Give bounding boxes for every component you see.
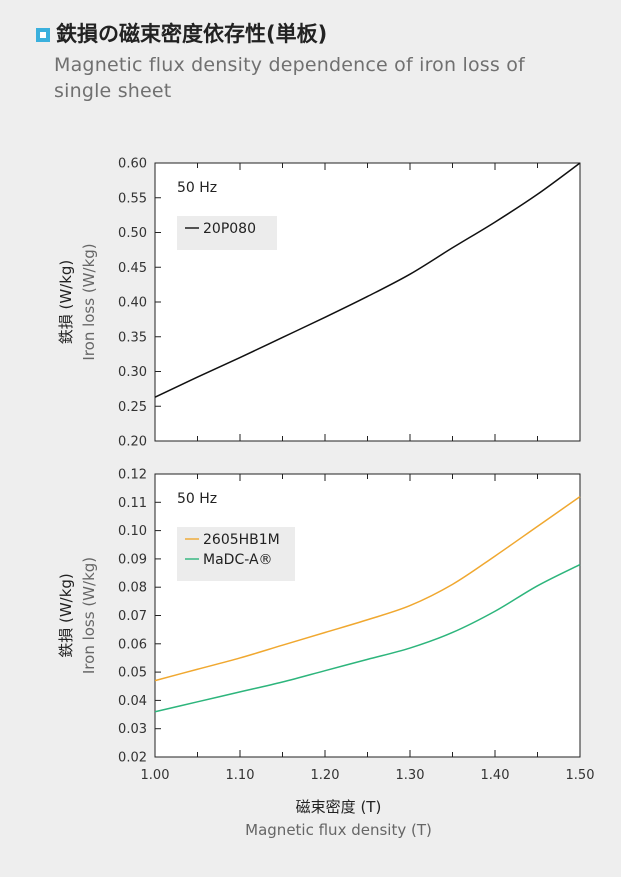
y-tick-label: 0.25 bbox=[118, 400, 147, 415]
x-tick-label: 1.00 bbox=[141, 768, 170, 783]
legend-box bbox=[177, 216, 277, 250]
y-tick-label: 0.40 bbox=[118, 296, 147, 311]
y-axis-label-japanese: 鉄損 (W/kg) bbox=[57, 573, 75, 658]
y-tick-label: 0.02 bbox=[118, 751, 147, 766]
x-tick-label: 1.20 bbox=[311, 768, 340, 783]
title-japanese: 鉄損の磁束密度依存性(単板) bbox=[56, 22, 328, 46]
legend-label: MaDC-A® bbox=[203, 552, 273, 568]
y-axis-label-japanese: 鉄損 (W/kg) bbox=[57, 260, 75, 345]
frequency-annotation: 50 Hz bbox=[177, 180, 217, 196]
legend-label: 20P080 bbox=[203, 221, 256, 237]
y-tick-label: 0.11 bbox=[118, 496, 147, 511]
x-tick-label: 1.40 bbox=[481, 768, 510, 783]
plot-area-bottom bbox=[154, 473, 581, 758]
title-english: Magnetic flux density dependence of iron… bbox=[54, 54, 525, 102]
x-tick-label: 1.30 bbox=[396, 768, 425, 783]
x-axis-label-japanese: 磁束密度 (T) bbox=[295, 798, 382, 816]
series-line-MaDCA bbox=[154, 563, 581, 713]
y-tick-label: 0.20 bbox=[118, 435, 147, 450]
chart-panel-top: 0.20 0.25 0.30 0.35 0.40 0.45 0.50 0.55 0.60 鉄損 (… bbox=[57, 157, 581, 450]
frequency-annotation: 50 Hz bbox=[177, 491, 217, 507]
y-tick-label: 0.12 bbox=[118, 468, 147, 483]
y-tick-label: 0.50 bbox=[118, 226, 147, 241]
legend-label: 2605HB1M bbox=[203, 532, 280, 548]
x-tick-label: 1.50 bbox=[566, 768, 595, 783]
legend-box bbox=[177, 527, 295, 581]
y-tick-label: 0.55 bbox=[118, 191, 147, 206]
y-axis-label-english: Iron loss (W/kg) bbox=[80, 557, 98, 674]
y-tick-label: 0.05 bbox=[118, 666, 147, 681]
series-line-2605HB1M bbox=[154, 496, 581, 682]
y-axis-label-english: Iron loss (W/kg) bbox=[80, 243, 98, 360]
y-tick-label: 0.45 bbox=[118, 261, 147, 276]
chart-panel-bottom: 0.02 0.03 0.04 0.05 0.06 0.07 0.08 0.09 0.10 0.11… bbox=[57, 468, 594, 784]
x-tick-label: 1.10 bbox=[226, 768, 255, 783]
y-tick-label: 0.04 bbox=[118, 694, 147, 709]
x-axis-label-english: Magnetic flux density (T) bbox=[245, 821, 432, 839]
y-tick-label: 0.09 bbox=[118, 552, 147, 567]
y-tick-label: 0.35 bbox=[118, 330, 147, 345]
square-bullet-icon bbox=[36, 28, 50, 42]
y-tick-label: 0.03 bbox=[118, 722, 147, 737]
y-tick-label: 0.10 bbox=[118, 524, 147, 539]
y-tick-label: 0.06 bbox=[118, 637, 147, 652]
plot-area-top bbox=[154, 162, 581, 442]
y-tick-label: 0.30 bbox=[118, 365, 147, 380]
series-line-20P080 bbox=[154, 162, 581, 398]
y-tick-label: 0.08 bbox=[118, 581, 147, 596]
y-tick-label: 0.60 bbox=[118, 157, 147, 172]
y-tick-label: 0.07 bbox=[118, 609, 147, 624]
